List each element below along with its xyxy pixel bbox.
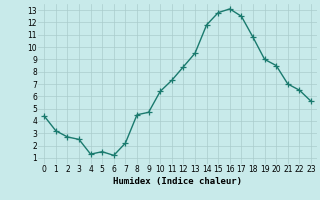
X-axis label: Humidex (Indice chaleur): Humidex (Indice chaleur) (113, 177, 242, 186)
